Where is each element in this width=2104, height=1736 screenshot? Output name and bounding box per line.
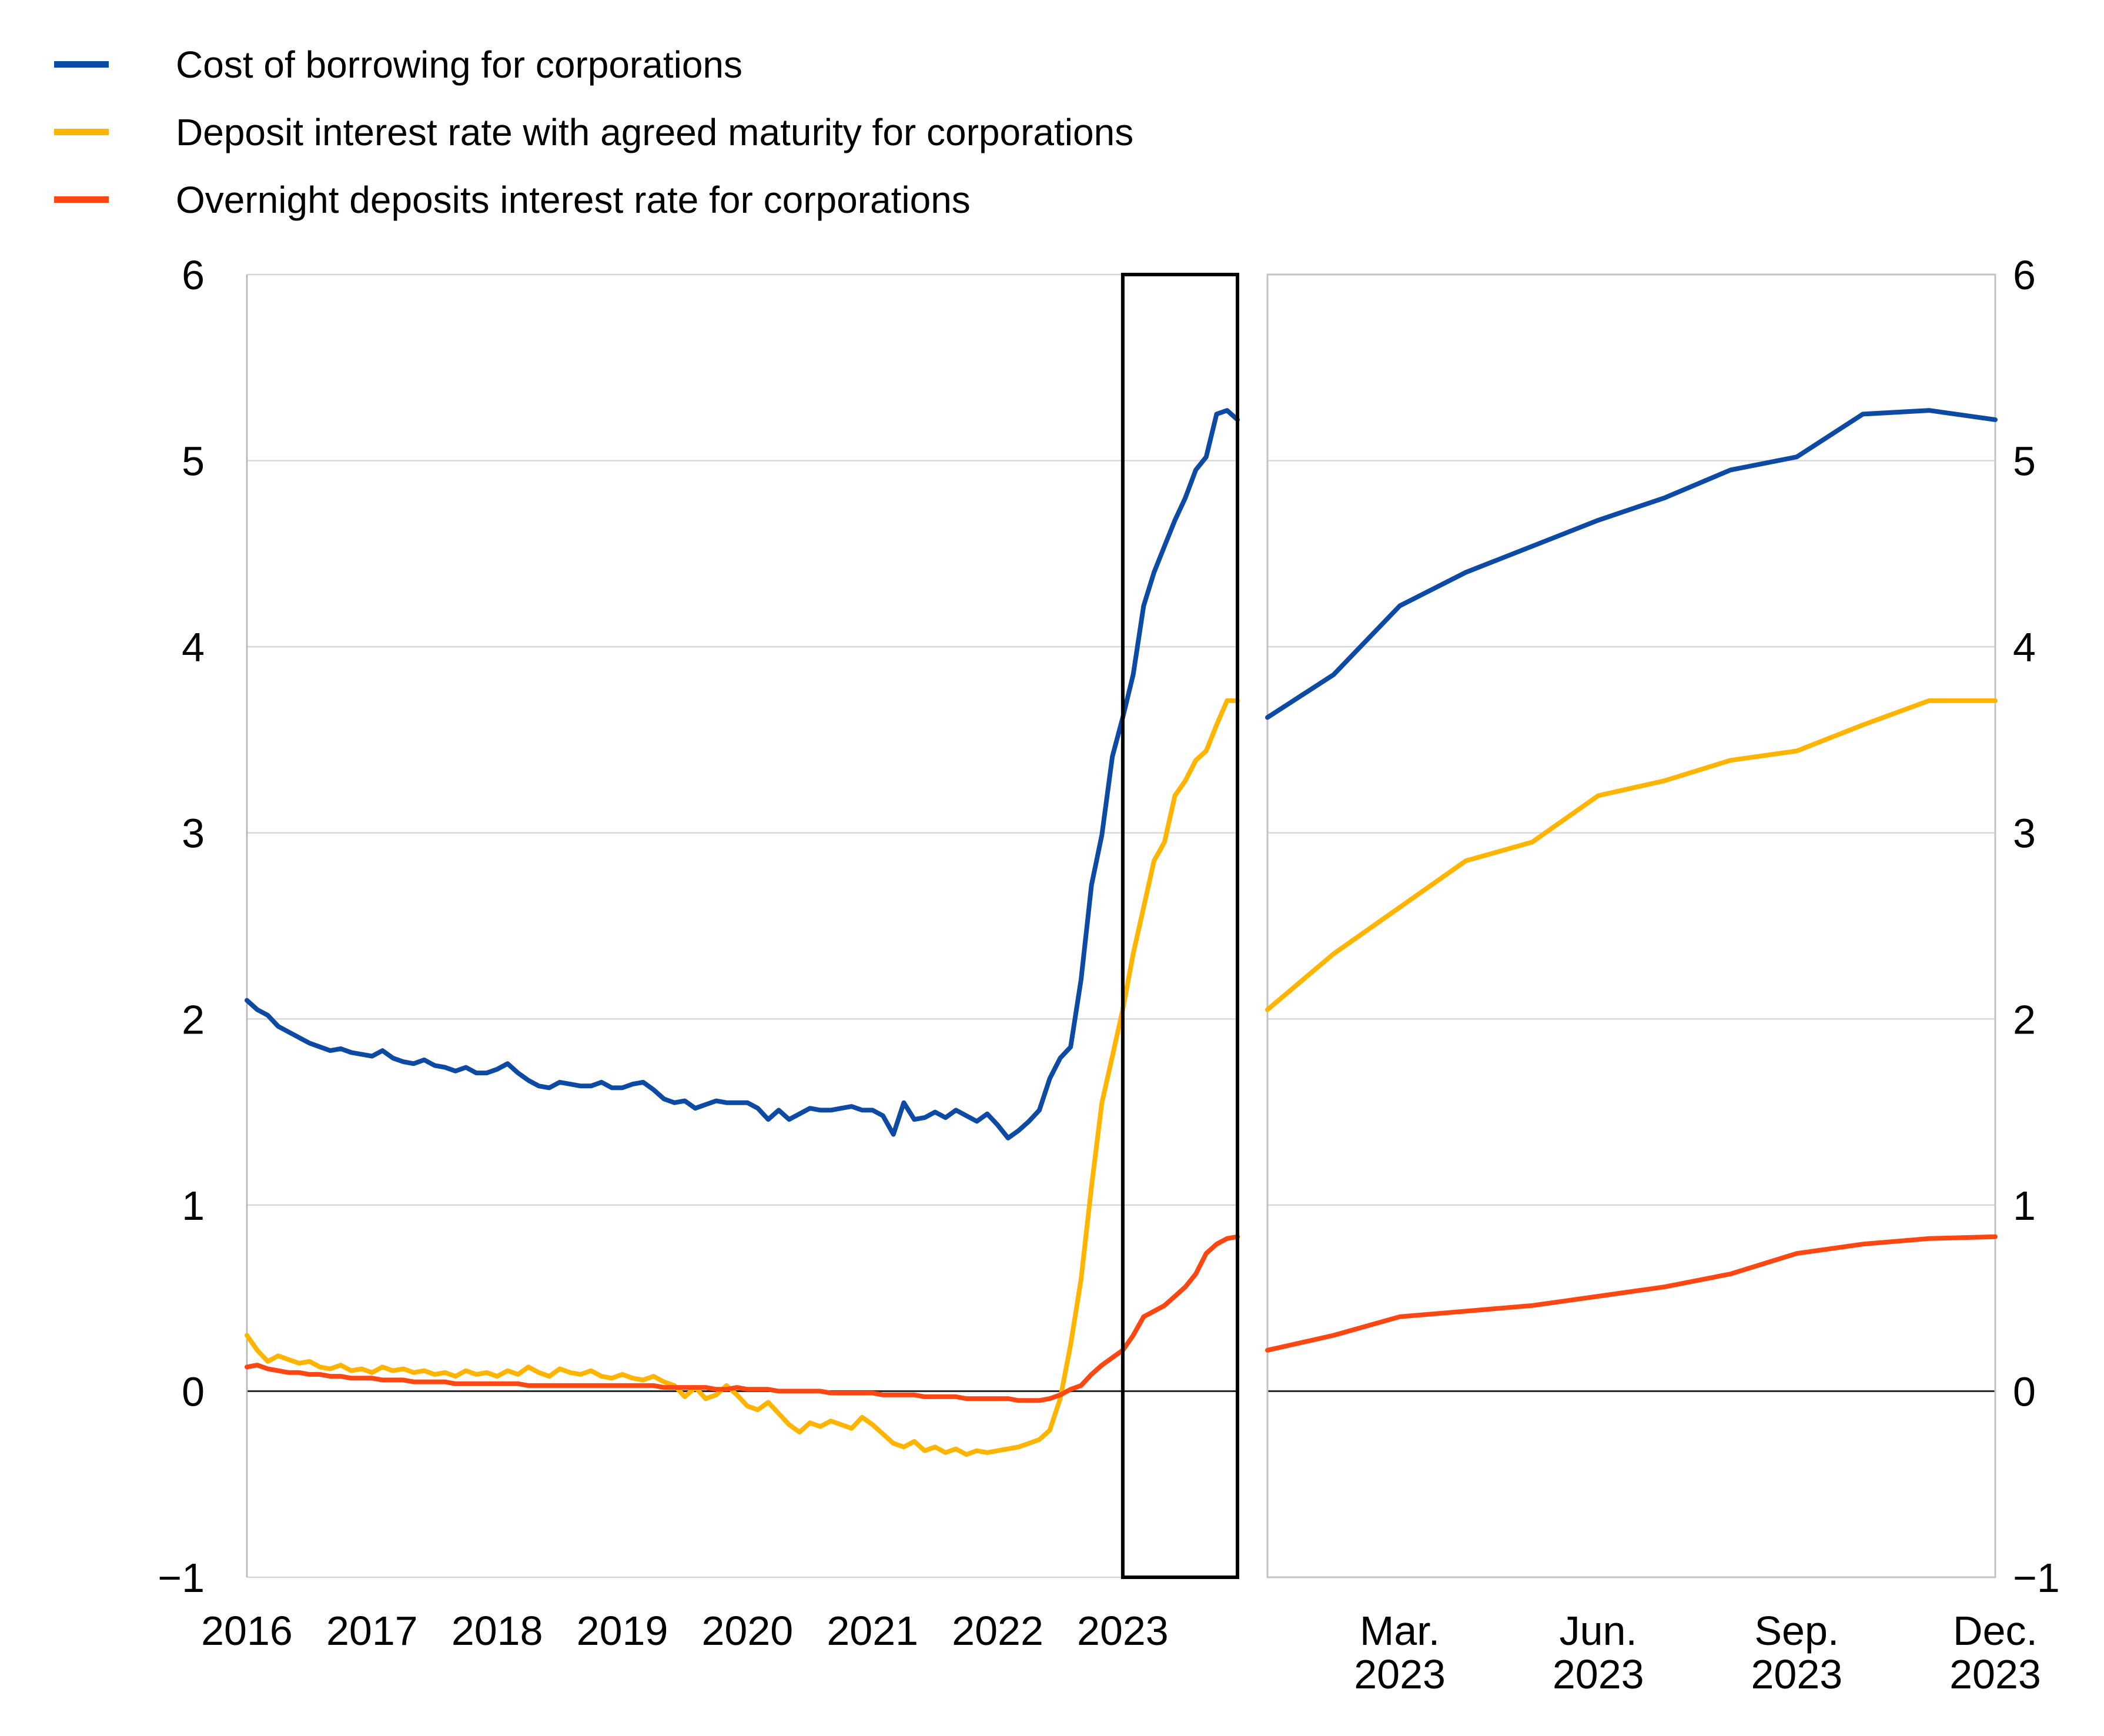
y-axis-tick-label-left: 4	[182, 624, 205, 670]
y-axis-tick-label-right: 6	[2013, 252, 2036, 298]
y-axis-tick-label-right: 2	[2013, 996, 2036, 1042]
x-axis-year-label: 2022	[952, 1608, 1043, 1654]
x-axis-month-year-label: 2023	[1553, 1651, 1644, 1697]
x-axis-year-label: 2021	[827, 1608, 918, 1654]
x-axis-month-year-label: 2023	[1949, 1651, 2041, 1697]
y-axis-tick-label-left: 0	[182, 1369, 205, 1414]
x-axis-month-label: Mar.	[1360, 1608, 1440, 1654]
legend: Cost of borrowing for corporations Depos…	[54, 42, 1133, 245]
x-axis-month-year-label: 2023	[1354, 1651, 1446, 1697]
x-axis-year-label: 2023	[1077, 1608, 1169, 1654]
y-axis-tick-label-right: 5	[2013, 439, 2036, 484]
x-axis-year-label: 2018	[451, 1608, 543, 1654]
y-axis-tick-label-right: 1	[2013, 1183, 2036, 1229]
series-line-overnight-deposits-right	[1265, 1234, 1998, 1353]
right-panel-border	[1266, 273, 1996, 1578]
y-axis-tick-label-left: 6	[182, 252, 205, 298]
y-axis-tick-label-right: 4	[2013, 624, 2036, 670]
series-line-cost-of-borrowing-right	[1265, 408, 1998, 720]
y-axis-tick-label-left: 1	[182, 1183, 205, 1229]
x-axis-month-year-label: 2023	[1751, 1651, 1842, 1697]
legend-label: Cost of borrowing for corporations	[176, 43, 742, 86]
x-axis-year-label: 2019	[577, 1608, 668, 1654]
series-line-cost-of-borrowing-left	[245, 408, 1240, 1140]
x-axis-month-label: Dec.	[1953, 1608, 2038, 1654]
y-axis-tick-label-left: −1	[158, 1555, 205, 1601]
y-axis-tick-label-right: −1	[2013, 1555, 2060, 1601]
x-axis-year-label: 2017	[326, 1608, 418, 1654]
y-axis-tick-label-right: 0	[2013, 1369, 2036, 1414]
legend-item-cost-of-borrowing: Cost of borrowing for corporations	[54, 42, 1133, 86]
series-line-overnight-deposits-left	[245, 1234, 1240, 1403]
x-axis-year-label: 2016	[201, 1608, 293, 1654]
legend-item-overnight-deposits: Overnight deposits interest rate for cor…	[54, 178, 1133, 222]
series-line-deposit-agreed-maturity-right	[1265, 698, 1998, 1012]
legend-item-deposit-agreed-maturity: Deposit interest rate with agreed maturi…	[54, 110, 1133, 154]
x-axis-month-label: Sep.	[1754, 1608, 1839, 1654]
y-axis-tick-label-left: 3	[182, 811, 205, 857]
y-axis-tick-label-right: 3	[2013, 811, 2036, 857]
legend-line-swatch-red-icon	[54, 196, 109, 203]
legend-line-swatch-yellow-icon	[54, 129, 109, 135]
y-axis-tick-label-left: 5	[182, 439, 205, 484]
legend-label: Deposit interest rate with agreed maturi…	[176, 111, 1134, 153]
highlight-box-2023	[1120, 273, 1240, 1579]
legend-label: Overnight deposits interest rate for cor…	[176, 178, 971, 221]
series-line-deposit-agreed-maturity-left	[245, 698, 1240, 1457]
x-axis-year-label: 2020	[702, 1608, 794, 1654]
y-axis-tick-label-left: 2	[182, 996, 205, 1042]
x-axis-month-label: Jun.	[1560, 1608, 1637, 1654]
legend-line-swatch-blue-icon	[54, 61, 109, 68]
